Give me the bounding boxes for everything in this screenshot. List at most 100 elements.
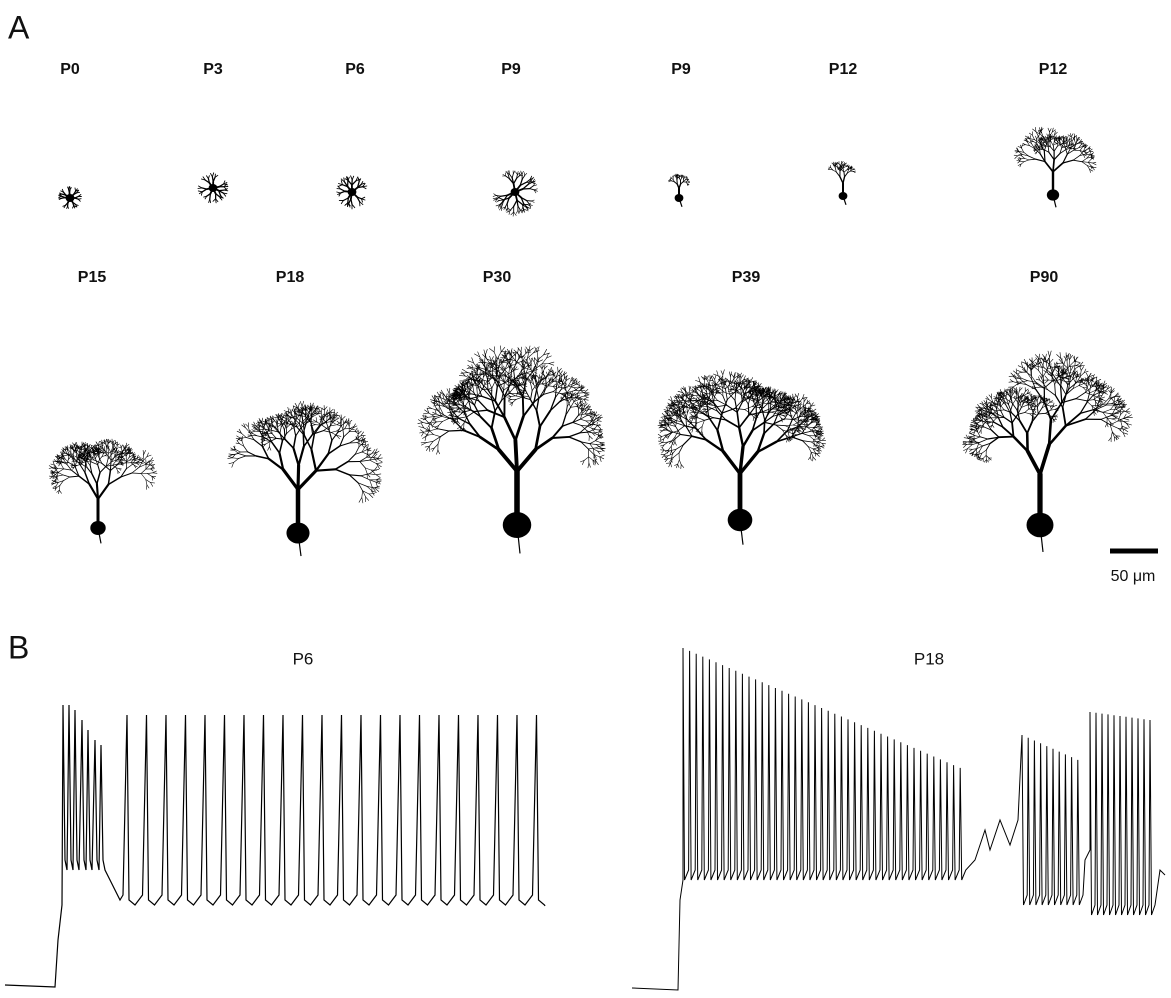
dendrite	[725, 389, 727, 400]
dendrite	[242, 436, 243, 441]
dendrite	[512, 174, 513, 178]
dendrite	[513, 399, 516, 402]
dendrite	[125, 447, 126, 450]
dendrite	[664, 442, 668, 445]
soma	[348, 188, 357, 196]
dendrite	[237, 436, 241, 438]
dendrite	[359, 498, 362, 503]
dendrite	[546, 372, 548, 375]
neuron	[418, 346, 606, 554]
dendrite	[658, 441, 662, 442]
dendrite	[730, 391, 733, 392]
dendrite	[449, 430, 464, 431]
dendrite	[59, 485, 60, 490]
dendrite	[764, 424, 774, 434]
cell-label: P6	[345, 61, 365, 78]
dendrite	[57, 477, 58, 480]
dendrite	[594, 449, 598, 451]
dendrite	[815, 432, 819, 433]
dendrite	[59, 490, 61, 493]
dendrite	[516, 210, 518, 213]
dendrite	[286, 418, 291, 419]
dendrite	[558, 367, 559, 372]
dendrite	[341, 189, 346, 191]
dendrite	[1074, 150, 1080, 151]
dendrite	[540, 411, 550, 427]
dendrite	[741, 375, 743, 378]
dendrite	[569, 437, 581, 442]
dendrite	[843, 177, 845, 183]
dendrite	[67, 206, 68, 209]
dendrite	[434, 405, 439, 406]
soma	[839, 192, 848, 200]
neuron	[49, 439, 157, 543]
dendrite	[1054, 144, 1057, 145]
dendrite	[517, 392, 518, 396]
dendrite	[724, 392, 730, 394]
dendrite	[660, 430, 663, 431]
dendrite	[143, 450, 144, 455]
cell-label: P15	[78, 269, 107, 286]
dendrite	[698, 418, 704, 421]
dendrite	[522, 353, 526, 358]
dendrite	[141, 469, 146, 473]
neuron	[669, 174, 690, 207]
dendrite	[198, 191, 202, 192]
dendrite	[418, 420, 422, 423]
dendrite	[216, 199, 217, 203]
dendrite	[574, 387, 579, 388]
dendrite	[420, 430, 423, 433]
dendrite	[1045, 136, 1046, 138]
dendrite	[597, 421, 601, 422]
dendrite	[363, 187, 367, 189]
dendrite	[793, 394, 794, 399]
soma	[675, 194, 684, 202]
dendrite	[819, 427, 823, 428]
dendrite	[553, 384, 555, 386]
dendrite	[514, 179, 517, 184]
dendrite	[49, 466, 52, 468]
dendrite	[349, 475, 361, 476]
dendrite	[283, 470, 298, 490]
dendrite	[369, 474, 376, 475]
dendrite	[501, 195, 507, 196]
dendrite	[298, 471, 316, 490]
dendrite	[691, 392, 694, 393]
dendrite	[1088, 159, 1091, 162]
soma	[66, 194, 75, 202]
dendrite	[1022, 156, 1025, 159]
dendrite	[434, 444, 438, 448]
dendrite	[1023, 143, 1026, 144]
dendrite	[141, 474, 146, 480]
dendrite	[252, 430, 255, 432]
dendrite	[78, 199, 80, 201]
dendrite	[1071, 137, 1072, 142]
dendrite	[153, 473, 157, 474]
dendrite	[106, 453, 111, 460]
dendrite	[362, 498, 363, 503]
dendrite	[684, 178, 685, 180]
dendrite	[672, 454, 673, 459]
dendrite	[499, 358, 500, 363]
dendrite	[531, 201, 534, 202]
dendrite	[144, 450, 146, 454]
dendrite	[589, 463, 591, 467]
dendrite	[285, 439, 294, 448]
dendrite	[535, 347, 538, 352]
dendrite	[668, 446, 671, 450]
dendrite	[360, 462, 365, 468]
dendrite	[584, 457, 589, 461]
dendrite	[447, 389, 449, 394]
dendrite	[147, 485, 149, 488]
dendrite	[593, 460, 597, 461]
dendrite	[526, 347, 529, 352]
dendrite	[428, 417, 435, 418]
neuron	[658, 370, 826, 545]
dendrite	[753, 417, 754, 421]
dendrite	[511, 396, 516, 397]
dendrite	[1075, 140, 1076, 144]
dendrite	[479, 401, 488, 410]
dendrite	[723, 370, 725, 375]
dendrite	[530, 358, 531, 363]
dendrite	[739, 415, 749, 428]
